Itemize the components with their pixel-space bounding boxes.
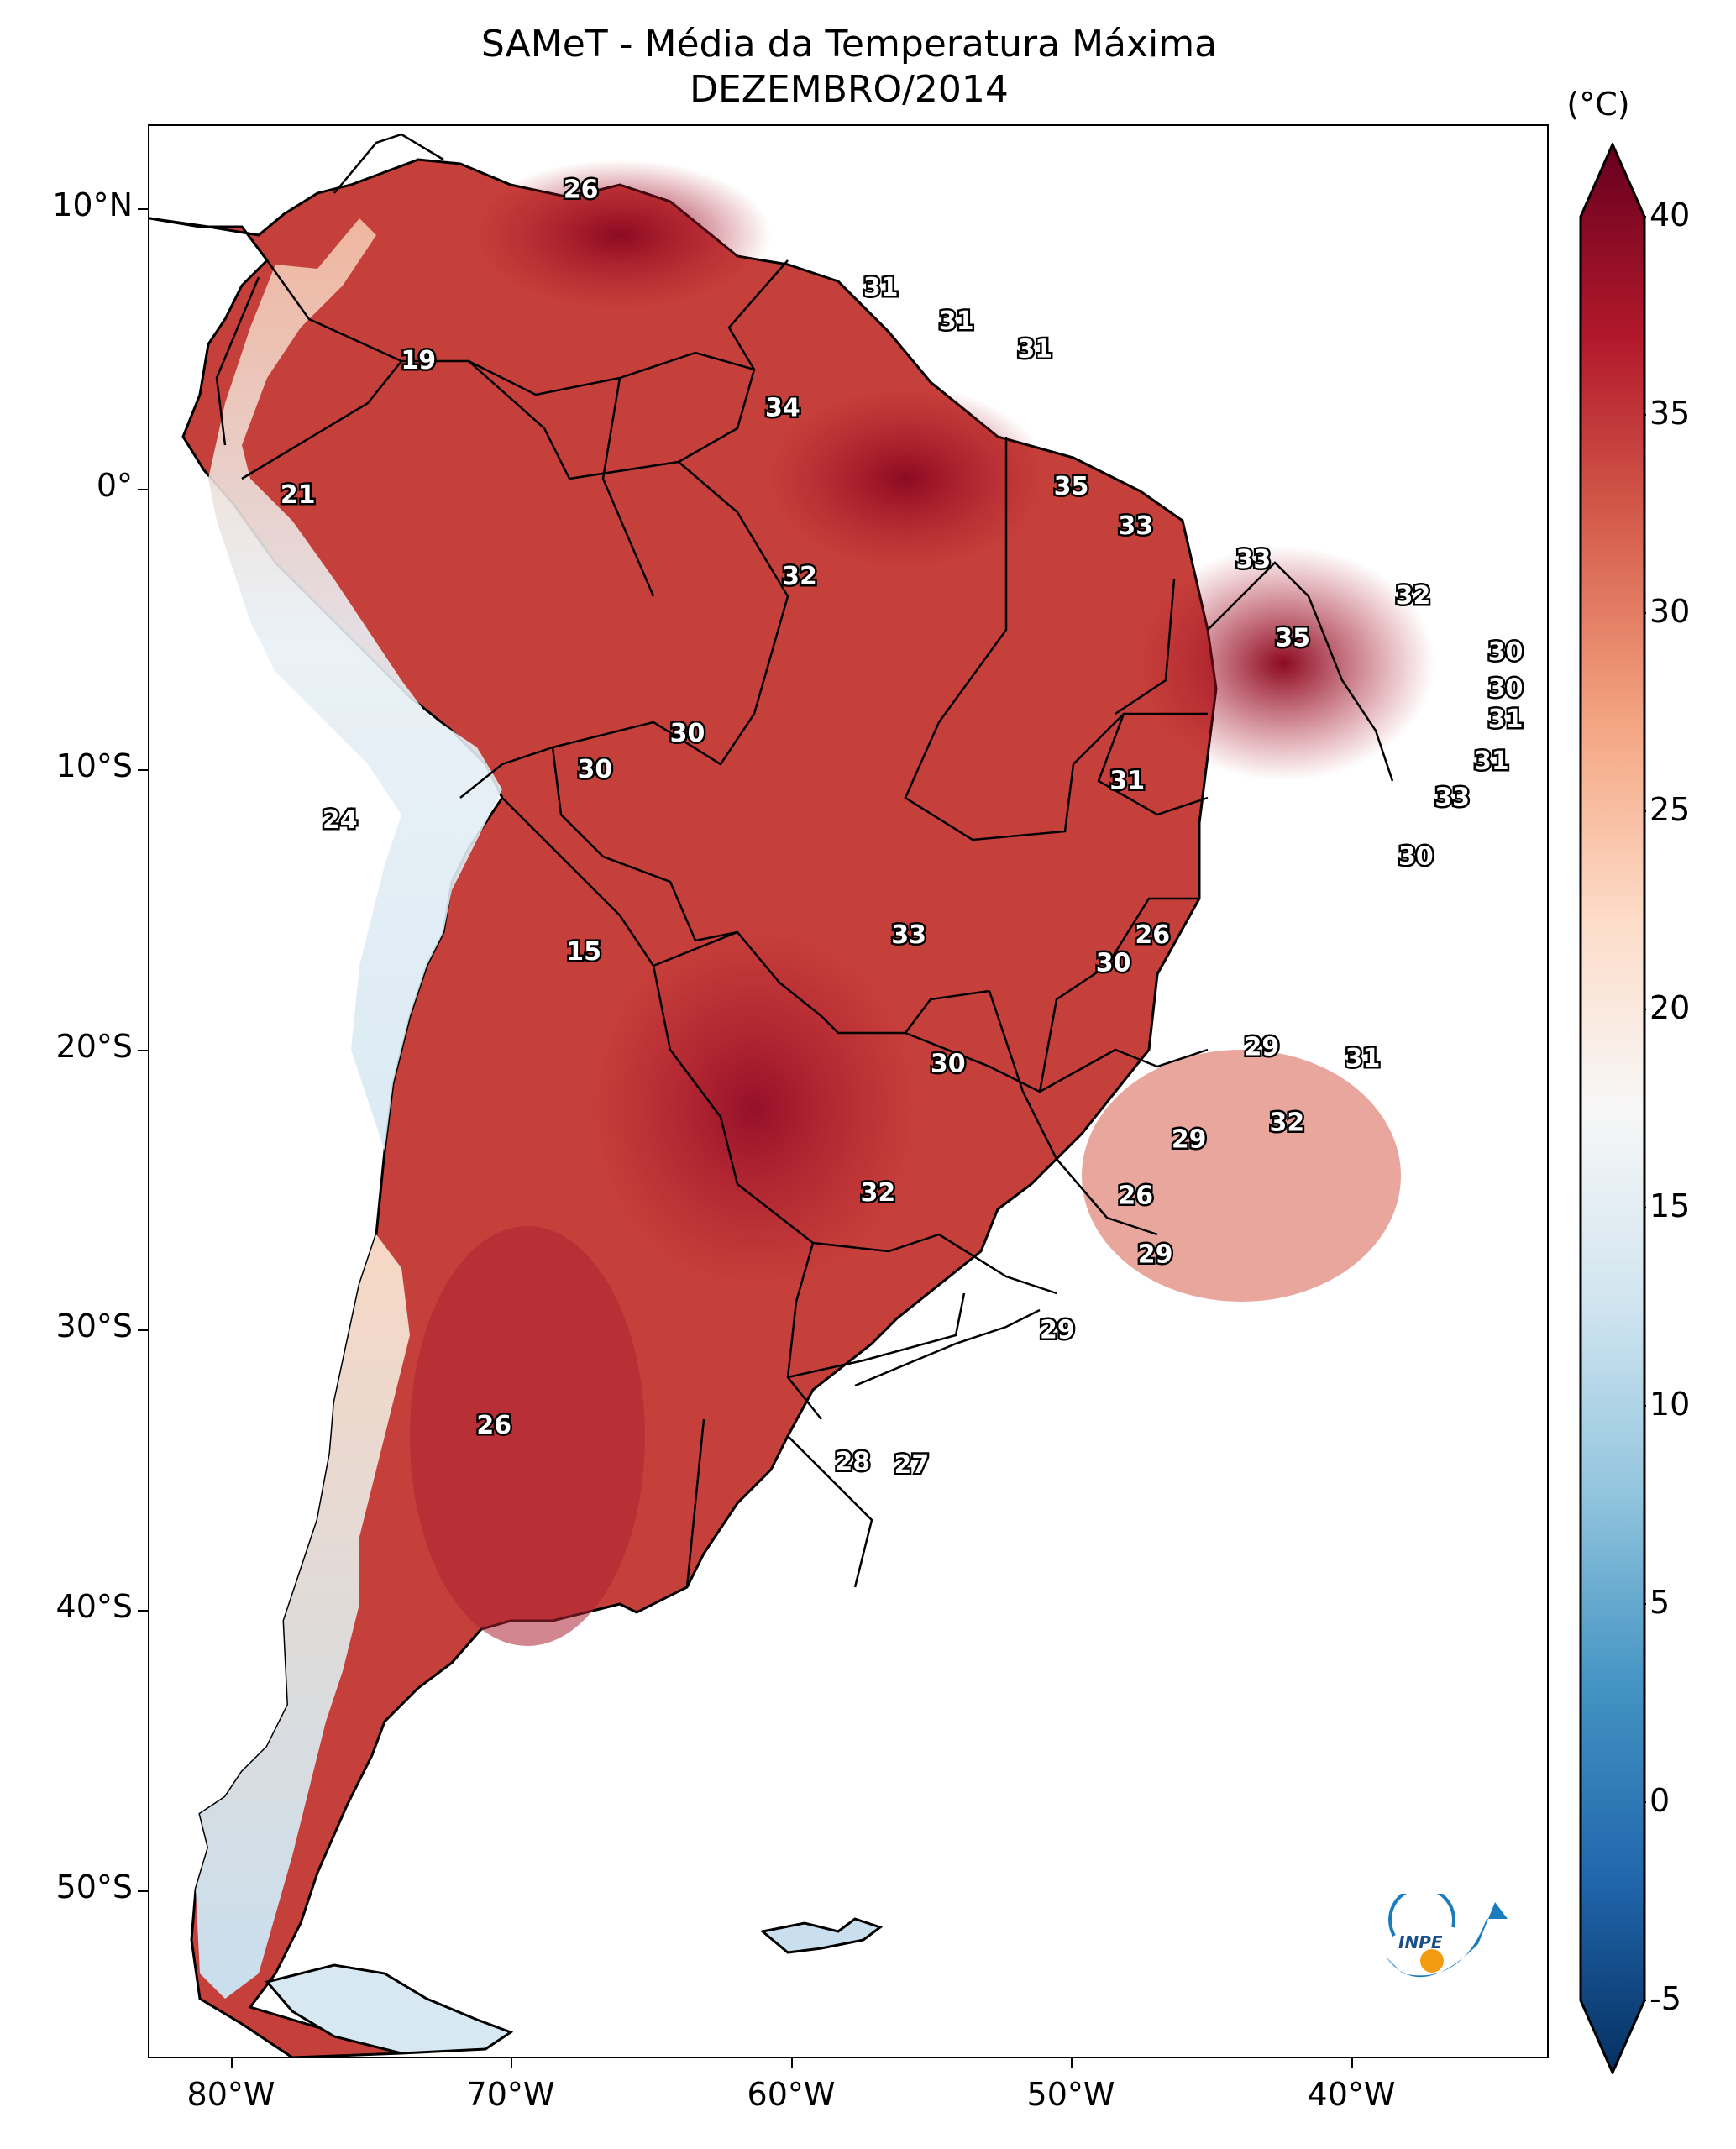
- temperature-value-label: 30: [931, 1050, 966, 1079]
- temperature-value-label: 31: [1109, 767, 1145, 796]
- lat-label-20s: 20°S: [55, 1028, 133, 1065]
- logo-text: INPE: [1398, 1932, 1443, 1952]
- colorbar-tick-label: 35: [1649, 395, 1691, 432]
- temperature-value-label: 26: [476, 1411, 511, 1440]
- temperature-value-label: 32: [1270, 1109, 1305, 1138]
- lat-tick: [138, 1890, 148, 1892]
- colorbar-tick-label: 5: [1649, 1584, 1670, 1621]
- temperature-value-label: 27: [894, 1450, 930, 1480]
- country-and-state-borders: [215, 133, 1394, 1588]
- lon-tick: [791, 2058, 793, 2068]
- temperature-value-label: 29: [1138, 1240, 1173, 1270]
- tierra-del-fuego: [265, 1963, 514, 2055]
- temperature-value-label: 31: [939, 307, 974, 336]
- temperature-value-label: 35: [1275, 623, 1310, 653]
- hot-spot-northeast: [1132, 546, 1434, 781]
- lat-tick: [138, 1050, 148, 1051]
- map-canvas: 2619212415263131313435333332353230303131…: [149, 133, 1525, 2057]
- temperature-value-label: 32: [782, 562, 817, 591]
- temperature-value-label: 29: [1040, 1316, 1075, 1345]
- lat-label-0: 0°: [96, 467, 133, 504]
- temperature-value-label: 26: [1118, 1182, 1153, 1211]
- temperature-value-label: 30: [578, 755, 613, 784]
- mild-spot-southeast: [1082, 1050, 1401, 1302]
- temperature-value-label: 30: [1488, 674, 1524, 703]
- temperature-value-label: 29: [1245, 1033, 1280, 1062]
- colorbar-tick-label: 25: [1649, 791, 1691, 828]
- lat-tick: [138, 1610, 148, 1612]
- lon-tick: [511, 2058, 512, 2068]
- hot-spot-venezuela: [469, 160, 771, 311]
- lon-tick: [1351, 2058, 1353, 2068]
- temperature-value-label: 31: [863, 273, 899, 302]
- lat-tick: [138, 1329, 148, 1331]
- temperature-value-label: 35: [1054, 472, 1089, 501]
- colorbar-tick-label: 40: [1649, 197, 1691, 233]
- lat-label-30s: 30°S: [55, 1308, 133, 1344]
- temperature-value-label: 31: [1488, 705, 1524, 734]
- lon-tick: [231, 2058, 233, 2068]
- temperature-value-label: 34: [765, 394, 800, 423]
- lon-label-50w: 50°W: [1026, 2076, 1115, 2113]
- lat-tick: [138, 489, 148, 490]
- lat-label-50s: 50°S: [55, 1869, 133, 1905]
- colorbar: [1579, 143, 1646, 2074]
- temperature-value-label: 26: [1135, 920, 1170, 950]
- temperature-value-label: 32: [861, 1178, 896, 1208]
- warm-spot-patagonia: [410, 1226, 645, 1646]
- chart-subtitle: DEZEMBRO/2014: [690, 68, 1009, 111]
- hot-spot-amazon: [763, 386, 1048, 571]
- lon-label-60w: 60°W: [747, 2076, 836, 2113]
- temperature-value-label: 33: [1236, 545, 1272, 574]
- temperature-value-label: 24: [323, 805, 358, 835]
- colorbar-tick-label: 0: [1649, 1782, 1670, 1819]
- lon-label-80w: 80°W: [186, 2076, 275, 2113]
- temperature-value-label: 19: [401, 346, 436, 375]
- inpe-logo: INPE: [1386, 1894, 1508, 1978]
- colorbar-unit: (°C): [1566, 86, 1630, 123]
- temperature-value-label: 30: [1488, 637, 1524, 667]
- lat-tick: [138, 769, 148, 771]
- temperature-value-label: 26: [564, 175, 599, 204]
- colorbar-tick-label: 30: [1649, 593, 1691, 630]
- patagonia-cool-region: [196, 1234, 410, 1999]
- temperature-value-labels: 2619212415263131313435333332353230303131…: [278, 173, 1525, 1482]
- temperature-value-label: 28: [835, 1448, 870, 1477]
- temperature-value-label: 30: [1398, 842, 1434, 872]
- chart-title-block: SAMeT - Média da Temperatura Máxima DEZE…: [148, 22, 1550, 113]
- temperature-value-label: 33: [1434, 784, 1470, 813]
- chart-title: SAMeT - Média da Temperatura Máxima: [480, 23, 1218, 66]
- colorbar-tick-label: 15: [1649, 1187, 1691, 1224]
- falkland-islands: [759, 1917, 884, 1954]
- lat-tick: [138, 208, 148, 210]
- temperature-value-label: 31: [1345, 1044, 1381, 1073]
- map-area: 26 19 21 24 15 26 31 31 31 34 35 33 33 32 35 32 30 30 31 31…: [148, 124, 1549, 2058]
- temperature-value-label: 31: [1017, 335, 1052, 364]
- lat-label-40s: 40°S: [55, 1588, 133, 1625]
- lon-tick: [1071, 2058, 1073, 2068]
- colorbar-tick-label: -5: [1649, 1980, 1681, 2017]
- lon-label-70w: 70°W: [466, 2076, 555, 2113]
- lat-label-10s: 10°S: [55, 747, 133, 784]
- hot-spot-chaco: [586, 924, 922, 1293]
- temperature-value-label: 15: [566, 937, 601, 967]
- temperature-value-label: 30: [670, 719, 705, 748]
- lat-label-10n: 10°N: [52, 186, 133, 223]
- andes-cool-band: [208, 218, 502, 1151]
- temperature-value-label: 33: [891, 920, 926, 950]
- temperature-value-label: 33: [1118, 511, 1153, 541]
- colorbar-tick-label: 10: [1649, 1386, 1691, 1423]
- temperature-value-label: 21: [281, 480, 316, 510]
- temperature-value-label: 32: [1396, 581, 1431, 611]
- colorbar-tick-label: 20: [1649, 989, 1691, 1026]
- temperature-value-label: 31: [1474, 747, 1509, 776]
- lon-label-40w: 40°W: [1307, 2076, 1396, 2113]
- temperature-value-label: 30: [1096, 949, 1131, 978]
- temperature-value-label: 29: [1172, 1125, 1207, 1155]
